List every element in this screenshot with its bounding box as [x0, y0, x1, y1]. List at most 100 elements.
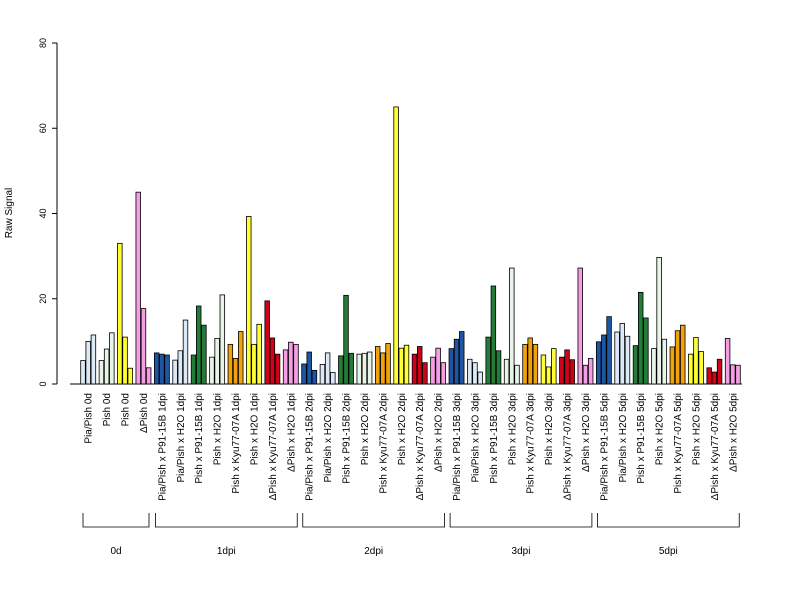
bar: [711, 371, 718, 385]
bar: [411, 353, 418, 385]
bar: [201, 324, 207, 385]
bar: [680, 324, 686, 385]
bar: [85, 340, 91, 385]
bar: [238, 331, 244, 385]
bar: [301, 363, 307, 385]
bar: [140, 308, 147, 385]
y-tick-label: 20: [38, 294, 48, 304]
bar: [330, 372, 336, 385]
bar: [559, 356, 565, 385]
bar: [269, 337, 276, 385]
bar: [422, 362, 428, 385]
x-tick-label: Pish x Kyu77-07A 3dpi: [526, 393, 537, 494]
bar: [164, 354, 170, 385]
y-tick-label: 60: [38, 123, 48, 133]
x-tick-label: ΔPish x H2O 5dpi: [728, 393, 739, 472]
x-tick-label: Pish x H2O 2dpi: [360, 393, 371, 465]
group-bracket: [449, 513, 593, 528]
bar: [319, 363, 326, 385]
bar: [435, 347, 441, 385]
group-bracket: [155, 513, 298, 528]
x-tick-label: Pish x Kyu77-07A 2dpi: [378, 393, 389, 494]
bar: [172, 359, 178, 385]
x-tick-label: Pish x H2O 2dpi: [397, 393, 408, 465]
bar: [274, 353, 281, 385]
bar: [398, 347, 404, 385]
bar: [587, 358, 594, 385]
bar: [343, 294, 349, 385]
bar: [509, 267, 515, 385]
x-tick-label: Pia/Pish x P91-15B 3dpi: [452, 393, 463, 501]
bar: [467, 358, 473, 385]
bar: [190, 354, 197, 385]
bar: [366, 351, 373, 385]
bar: [356, 353, 362, 385]
bar: [514, 364, 520, 385]
x-tick-label: ΔPish x H2O 3dpi: [581, 393, 592, 472]
bar: [698, 351, 704, 385]
group-brackets: 0d 1dpi 2dpi 3dpi 5dpi: [82, 513, 740, 557]
x-tick-label: ΔPish x H2O 2dpi: [434, 393, 445, 472]
bar: [311, 369, 318, 385]
bar: [569, 359, 575, 385]
bar: [540, 354, 547, 385]
x-tick-label: Pish x P91-15B 5dpi: [636, 393, 647, 484]
bar: [251, 343, 257, 385]
bar: [256, 323, 262, 385]
bar: [490, 285, 497, 385]
bar: [282, 349, 289, 385]
bar: [730, 364, 736, 385]
bar: [551, 348, 557, 385]
bar: [453, 338, 460, 385]
bar: [472, 362, 478, 385]
bar: [219, 294, 226, 385]
y-tick-label: 80: [38, 38, 48, 48]
bar: [688, 353, 694, 385]
bars-layer: [80, 106, 741, 385]
group-label: 3dpi: [512, 546, 531, 557]
bar: [577, 267, 583, 385]
group-label: 5dpi: [659, 546, 678, 557]
bar: [440, 362, 447, 385]
bar: [724, 337, 731, 385]
bar: [624, 335, 631, 385]
bar: [503, 358, 510, 385]
bar: [674, 330, 681, 385]
bar: [661, 338, 668, 385]
bar: [430, 356, 436, 385]
bar: [209, 356, 215, 385]
bar: [638, 291, 644, 385]
group-label: 0d: [110, 546, 121, 557]
bar: [127, 367, 133, 385]
x-tick-label: Pish x Kyu77-07A 1dpi: [231, 393, 242, 494]
x-tick-label: Pish x P91-15B 1dpi: [194, 393, 205, 484]
bar: [196, 305, 202, 385]
group-bracket: [302, 513, 445, 528]
bar: [293, 343, 299, 385]
bar: [246, 216, 252, 385]
bar: [227, 343, 234, 385]
category-labels: Pia/Pish 0d Pish 0d Pish 0d ΔPish 0d Pia/Pis…: [84, 393, 740, 501]
bar: [595, 341, 602, 385]
bar: [619, 323, 625, 385]
bar: [117, 242, 123, 385]
bar: [90, 334, 97, 385]
bar: [606, 316, 612, 385]
bar: [374, 346, 381, 385]
group-bracket: [597, 513, 740, 528]
bar: [495, 350, 502, 385]
bar: [651, 348, 657, 385]
y-axis-title: Raw Signal: [4, 188, 15, 239]
bar: [545, 366, 552, 385]
bar: [735, 364, 741, 385]
bar: [135, 191, 141, 385]
x-tick-label: Pish x H2O 5dpi: [691, 393, 702, 465]
bar: [656, 257, 662, 385]
bar: [177, 350, 183, 385]
bar: [385, 343, 391, 385]
bar: [485, 336, 491, 385]
bar: [448, 348, 455, 385]
group-label: 2dpi: [364, 546, 383, 557]
bar: [109, 332, 115, 385]
bar: [632, 345, 639, 385]
